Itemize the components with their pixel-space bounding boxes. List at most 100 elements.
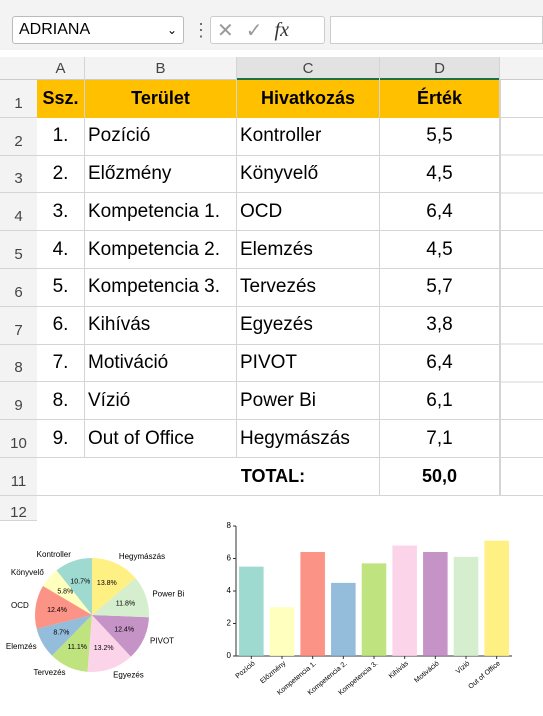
pie-slice [92, 615, 149, 657]
table-cell[interactable]: 3,8 [380, 306, 500, 345]
row-header[interactable]: 12 [0, 495, 37, 521]
y-tick-label: 8 [227, 521, 232, 530]
table-cell[interactable]: Vízió [85, 382, 237, 421]
pie-label: Egyezés [113, 670, 144, 679]
table-cell[interactable]: 4,5 [380, 155, 500, 194]
table-cell[interactable]: Előzmény [85, 155, 237, 194]
column-header[interactable]: D [380, 57, 500, 80]
empty-cells [500, 80, 543, 496]
table-cell[interactable]: Power Bi [237, 382, 380, 421]
pie-label: Kontroller [37, 550, 72, 559]
bar [392, 545, 417, 656]
row-header[interactable]: 4 [0, 193, 37, 232]
table-cell[interactable]: Tervezés [237, 269, 380, 307]
table-cell[interactable]: Kontroller [237, 117, 380, 156]
header-cell[interactable]: Hivatkozás [237, 80, 380, 118]
table-cell[interactable]: 8. [37, 382, 85, 421]
table-cell[interactable]: 4. [37, 231, 85, 269]
table-cell[interactable]: Könyvelő [237, 155, 380, 194]
cancel-icon[interactable]: ✕ [217, 19, 234, 42]
pie-slice [56, 558, 92, 615]
x-tick-label: Pozíció [235, 660, 257, 680]
table-cell[interactable]: Motiváció [85, 344, 237, 383]
table-cell[interactable]: 6,4 [380, 193, 500, 232]
pie-label: Elemzés [6, 642, 37, 651]
dropdown-icon: ⌄ [166, 23, 177, 37]
table-cell[interactable]: Pozíció [85, 117, 237, 156]
table-cell[interactable]: 6. [37, 306, 85, 345]
row-header[interactable]: 3 [0, 155, 37, 194]
row-header[interactable]: 8 [0, 344, 37, 383]
pie-value-label: 11.8% [116, 600, 135, 607]
total-label[interactable]: TOTAL: [37, 458, 380, 496]
column-header[interactable]: C [237, 57, 380, 80]
x-tick-label: Kihívás [388, 660, 410, 680]
pie-value-label: 13.8% [97, 580, 117, 587]
table-cell[interactable]: Kompetencia 3. [85, 269, 237, 307]
header-cell[interactable]: Érték [380, 80, 500, 118]
y-tick-label: 4 [227, 586, 232, 595]
bar [331, 582, 356, 656]
header-cell[interactable]: Terület [85, 80, 237, 118]
pie-slice [52, 615, 92, 672]
table-cell[interactable]: 5. [37, 269, 85, 307]
table-cell[interactable]: Kihívás [85, 306, 237, 345]
table-cell[interactable]: Kompetencia 1. [85, 193, 237, 232]
column-header-bg-selected [237, 57, 500, 80]
table-cell[interactable]: 7,1 [380, 420, 500, 458]
charts: Kontroller 10.7% Könyvelő 5.8% OCD 12.4% Elemz… [6, 521, 512, 697]
pie-slice [92, 578, 149, 618]
bar [453, 556, 479, 656]
name-box[interactable]: ADRIANA ⌄ [12, 16, 184, 44]
row-header[interactable]: 7 [0, 306, 37, 345]
table-cell[interactable]: 2. [37, 155, 85, 194]
row-header[interactable]: 6 [0, 269, 37, 307]
pie-label: OCD [11, 601, 29, 610]
table-cell[interactable]: 4,5 [380, 231, 500, 269]
header-fill [37, 80, 500, 118]
pie-slice [36, 615, 92, 656]
column-header[interactable]: A [37, 57, 85, 80]
total-value[interactable]: 50,0 [380, 458, 500, 496]
table-cell[interactable]: 6,4 [380, 344, 500, 383]
table-cell[interactable]: Out of Office [85, 420, 237, 458]
pie-value-label: 12.4% [47, 607, 67, 614]
more-icon[interactable]: ⋮ [192, 19, 210, 40]
row-header[interactable]: 10 [0, 420, 37, 458]
pie-value-label: 5.8% [57, 589, 73, 596]
pie-slice [92, 558, 136, 615]
table-cell[interactable]: Egyezés [237, 306, 380, 345]
x-tick-label: Vízió [455, 660, 472, 675]
pie-label: Hegymászás [119, 552, 165, 561]
bar [239, 566, 264, 656]
table-cell[interactable]: 7. [37, 344, 85, 383]
table-cell[interactable]: OCD [237, 193, 380, 232]
fx-button[interactable]: fx [274, 18, 289, 41]
x-tick-label: Előzmény [259, 660, 287, 685]
pie-label: Tervezés [34, 668, 66, 677]
row-header[interactable]: 9 [0, 382, 37, 421]
table-cell[interactable]: 3. [37, 193, 85, 232]
formula-input[interactable] [330, 16, 543, 44]
enter-icon[interactable]: ✓ [245, 19, 263, 42]
row-header[interactable]: 1 [0, 80, 37, 118]
pie-slice [42, 570, 92, 615]
pie-value-label: 13.2% [94, 645, 114, 652]
pie-value-label: 10.7% [70, 578, 90, 585]
row-header[interactable]: 2 [0, 117, 37, 156]
row-header[interactable]: 5 [0, 231, 37, 269]
table-cell[interactable]: 6,1 [380, 382, 500, 421]
bar [300, 552, 325, 656]
table-cell[interactable]: 9. [37, 420, 85, 458]
table-cell[interactable]: 5,5 [380, 117, 500, 156]
column-header[interactable]: B [85, 57, 237, 80]
table-cell[interactable]: PIVOT [237, 344, 380, 383]
bar [484, 540, 509, 656]
table-cell[interactable]: Kompetencia 2. [85, 231, 237, 269]
header-cell[interactable]: Ssz. [37, 80, 85, 118]
row-header[interactable]: 11 [0, 458, 37, 496]
table-cell[interactable]: Hegymászás [237, 420, 380, 458]
table-cell[interactable]: 1. [37, 117, 85, 156]
table-cell[interactable]: 5,7 [380, 269, 500, 307]
table-cell[interactable]: Elemzés [237, 231, 380, 269]
